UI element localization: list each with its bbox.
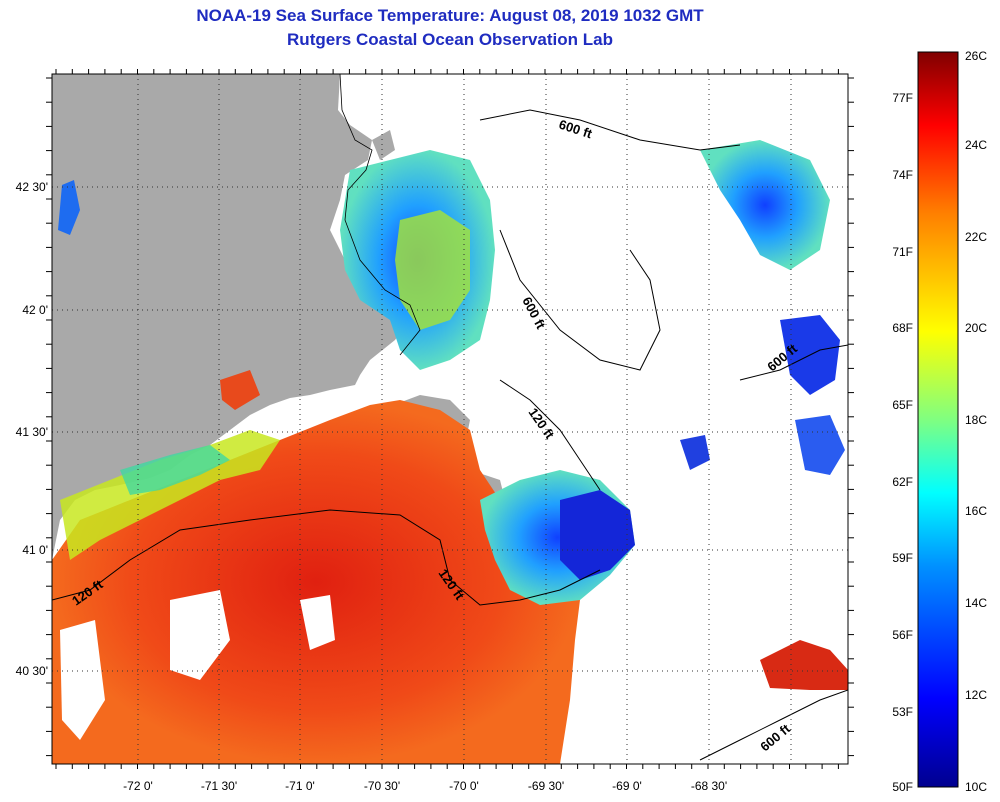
cloud-gap-3 xyxy=(300,595,335,650)
colorbar-fahrenheit-label: 74F xyxy=(892,168,913,182)
x-tick-label: -70 0' xyxy=(449,779,479,793)
y-tick-label: 41 30' xyxy=(16,425,48,439)
graticule xyxy=(52,74,848,764)
contour-600ft-mid xyxy=(499,229,661,371)
colorbar-fahrenheit-label: 71F xyxy=(892,245,913,259)
cold-east-patch-2 xyxy=(795,415,845,475)
warm-water-east xyxy=(760,640,848,690)
colorbar-celsius-label: 18C xyxy=(965,413,987,427)
colorbar-celsius-label: 16C xyxy=(965,504,987,518)
cloud-gap-2 xyxy=(60,620,105,740)
colorbar-celsius-label: 20C xyxy=(965,321,987,335)
map-title: NOAA-19 Sea Surface Temperature: August … xyxy=(196,6,704,25)
land-mass xyxy=(52,74,410,560)
x-tick-label: -71 0' xyxy=(285,779,315,793)
colorbar-fahrenheit-label: 62F xyxy=(892,475,913,489)
y-tick-label: 42 30' xyxy=(16,180,48,194)
y-tick-label: 40 30' xyxy=(16,664,48,678)
colorbar-fahrenheit-label: 59F xyxy=(892,551,913,565)
colorbar-fahrenheit-label: 65F xyxy=(892,398,913,412)
axis-ticks xyxy=(46,69,854,769)
colorbar-fahrenheit-label: 68F xyxy=(892,321,913,335)
cloud-gap-1 xyxy=(170,590,230,680)
x-tick-label: -71 30' xyxy=(201,779,237,793)
cold-ne-patch xyxy=(700,140,830,270)
map-subtitle: Rutgers Coastal Ocean Observation Lab xyxy=(287,30,613,49)
map-border xyxy=(51,73,849,765)
contour-600ft-se xyxy=(699,689,848,761)
cold-small-patch xyxy=(680,435,710,470)
contour-120ft-cape xyxy=(499,379,601,491)
colorbar-celsius-label: 10C xyxy=(965,780,987,794)
colorbar-celsius-label: 14C xyxy=(965,596,987,610)
cold-water-deep xyxy=(560,490,635,580)
green-band xyxy=(120,445,230,495)
colorbar-celsius-label: 22C xyxy=(965,230,987,244)
contour-coast-detail xyxy=(339,74,421,356)
x-tick-label: -68 30' xyxy=(691,779,727,793)
colorbar-fahrenheit-label: 77F xyxy=(892,91,913,105)
colorbar-fahrenheit-label: 53F xyxy=(892,705,913,719)
colorbar-celsius-label: 26C xyxy=(965,49,987,63)
colorbar-celsius-label: 12C xyxy=(965,688,987,702)
colorbar-fahrenheit-label: 56F xyxy=(892,628,913,642)
colorbar-fahrenheit-label: 50F xyxy=(892,780,913,794)
contour-600ft-east xyxy=(739,344,848,381)
cold-nw-patch xyxy=(58,180,80,235)
x-tick-label: -69 0' xyxy=(612,779,642,793)
x-tick-label: -69 30' xyxy=(528,779,564,793)
contour-120ft-shelf xyxy=(52,509,601,606)
colorbar xyxy=(917,51,959,788)
y-tick-label: 42 0' xyxy=(22,303,48,317)
y-tick-label: 41 0' xyxy=(22,543,48,557)
x-tick-label: -70 30' xyxy=(364,779,400,793)
colorbar-celsius-label: 24C xyxy=(965,138,987,152)
green-bay-core xyxy=(395,210,470,330)
cape-cod xyxy=(372,130,395,160)
contour-600ft-north xyxy=(479,109,741,151)
warm-patch-ne xyxy=(220,370,260,410)
x-tick-label: -72 0' xyxy=(123,779,153,793)
